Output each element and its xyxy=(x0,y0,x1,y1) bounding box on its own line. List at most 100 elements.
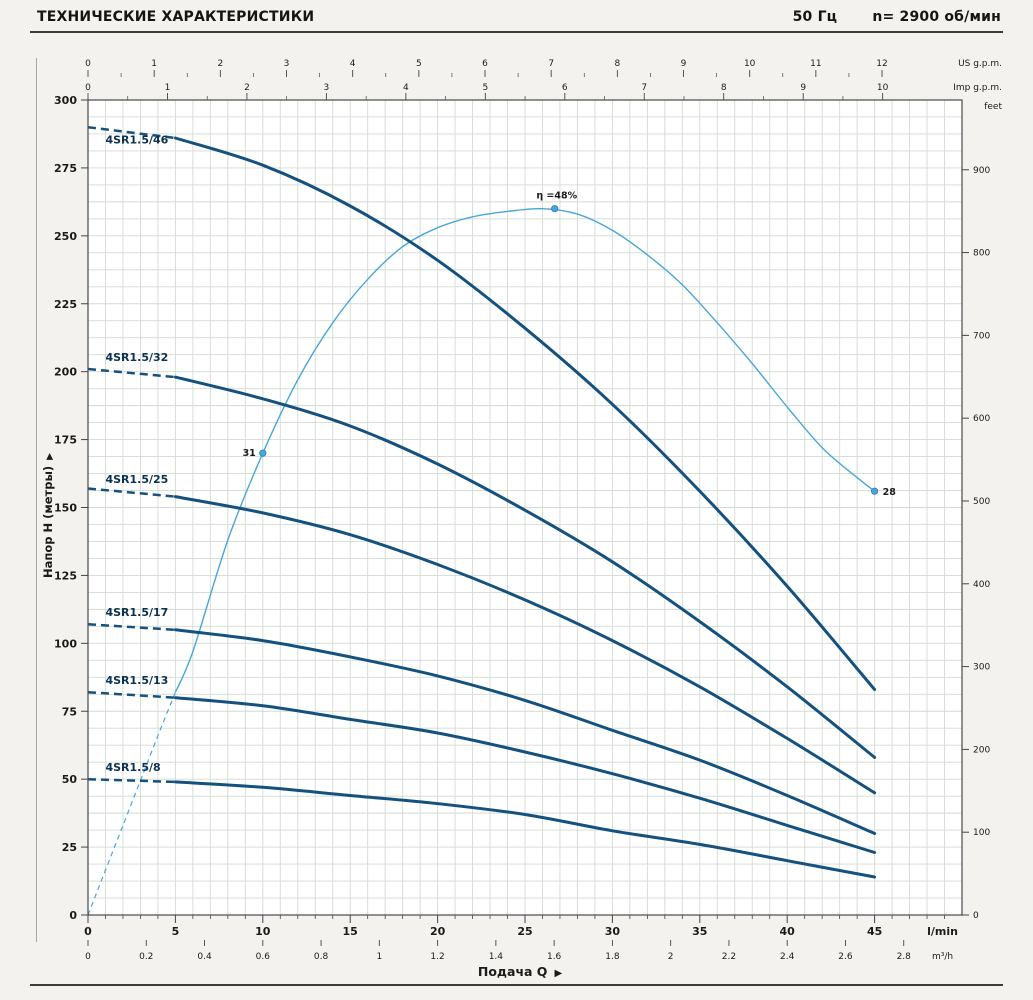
svg-text:5: 5 xyxy=(172,925,180,938)
svg-text:125: 125 xyxy=(54,569,77,582)
svg-text:1: 1 xyxy=(165,83,171,93)
svg-text:10: 10 xyxy=(744,59,756,69)
bottom-frame-line xyxy=(30,984,1003,986)
svg-text:35: 35 xyxy=(692,925,707,938)
axis-flow-m3h: 0 0.2 0.4 0.6 0.8 1 1.2 1.4 1.6 1.8 2 2.2 2.4 2.6 2.8 m… xyxy=(85,940,953,962)
svg-text:10: 10 xyxy=(255,925,271,938)
svg-text:25: 25 xyxy=(517,925,532,938)
svg-text:31: 31 xyxy=(243,448,256,459)
pump-curve-4sr1-5-32: 4SR1.5/32 xyxy=(87,351,877,759)
svg-text:5: 5 xyxy=(482,83,488,93)
grid xyxy=(88,100,962,915)
svg-text:12: 12 xyxy=(876,59,887,69)
curve-label: 4SR1.5/46 xyxy=(105,133,168,146)
svg-text:10: 10 xyxy=(877,83,889,93)
svg-text:28: 28 xyxy=(883,487,897,498)
axis-flow-lmin: 0 5 10 15 20 25 30 35 40 45 l/min xyxy=(84,915,958,938)
pump-curve-4sr1-5-13: 4SR1.5/13 xyxy=(87,674,877,854)
x-axis-title: Подача Q ▶ xyxy=(478,964,563,979)
curve-label: 4SR1.5/32 xyxy=(105,351,168,364)
svg-text:250: 250 xyxy=(54,230,77,243)
svg-text:25: 25 xyxy=(62,841,77,854)
svg-text:100: 100 xyxy=(973,828,990,838)
axis-flow-imp-gpm: 0 1 2 3 4 5 6 7 8 9 10 Imp g.p.m. xyxy=(85,83,1002,100)
svg-text:2: 2 xyxy=(668,952,674,962)
pump-curve-4sr1-5-25: 4SR1.5/25 xyxy=(87,473,877,795)
svg-text:45: 45 xyxy=(867,925,882,938)
svg-text:0: 0 xyxy=(85,83,91,93)
svg-text:150: 150 xyxy=(54,502,77,515)
svg-text:Напор H (метры)▶: Напор H (метры)▶ xyxy=(41,453,55,578)
svg-text:700: 700 xyxy=(973,331,990,341)
svg-text:0: 0 xyxy=(84,925,92,938)
svg-text:300: 300 xyxy=(973,663,990,673)
svg-text:0: 0 xyxy=(85,59,91,69)
svg-text:50: 50 xyxy=(62,773,78,786)
svg-text:7: 7 xyxy=(548,59,554,69)
svg-text:8: 8 xyxy=(721,83,727,93)
svg-text:1.8: 1.8 xyxy=(605,952,620,962)
curve-label: 4SR1.5/25 xyxy=(105,473,168,486)
svg-text:2: 2 xyxy=(217,59,223,69)
svg-text:11: 11 xyxy=(810,59,821,69)
svg-text:200: 200 xyxy=(973,745,990,755)
svg-text:7: 7 xyxy=(641,83,647,93)
svg-text:0: 0 xyxy=(69,909,77,922)
svg-text:0: 0 xyxy=(85,952,91,962)
speed-label: n= 2900 об/мин xyxy=(872,9,1001,25)
svg-text:0.6: 0.6 xyxy=(256,952,271,962)
axis-head-meters: 0 25 50 75 100 125 150 175 200 225 250 275 300 xyxy=(54,94,88,922)
curve-label: 4SR1.5/13 xyxy=(105,674,168,687)
svg-text:2.8: 2.8 xyxy=(897,952,912,962)
pump-curve-4sr1-5-46: 4SR1.5/46 xyxy=(87,125,877,691)
axis-head-feet: 0 100 200 300 400 500 600 700 800 900 feet xyxy=(962,102,1002,921)
svg-text:4: 4 xyxy=(403,83,409,93)
svg-text:feet: feet xyxy=(984,102,1002,112)
header-divider xyxy=(30,31,1003,33)
svg-text:225: 225 xyxy=(54,298,77,311)
axis-flow-us-gpm: 0 1 2 3 4 5 6 7 8 9 10 11 12 US g.p.m. xyxy=(85,59,1002,77)
svg-text:3: 3 xyxy=(324,83,330,93)
svg-text:3: 3 xyxy=(284,59,290,69)
svg-text:0.4: 0.4 xyxy=(197,952,212,962)
pump-curve-4sr1-5-17: 4SR1.5/17 xyxy=(87,606,877,835)
svg-text:6: 6 xyxy=(482,59,488,69)
left-frame-line xyxy=(36,58,37,942)
svg-text:20: 20 xyxy=(430,925,446,938)
svg-text:1: 1 xyxy=(376,952,382,962)
svg-text:275: 275 xyxy=(54,162,77,175)
svg-text:100: 100 xyxy=(54,637,77,650)
header-specs: 50 Гц n= 2900 об/мин xyxy=(793,9,1001,25)
svg-text:5: 5 xyxy=(416,59,422,69)
curve-label: 4SR1.5/8 xyxy=(105,761,160,774)
efficiency-point xyxy=(259,449,267,457)
svg-text:600: 600 xyxy=(973,414,990,424)
svg-text:200: 200 xyxy=(54,366,77,379)
svg-text:2.6: 2.6 xyxy=(838,952,853,962)
svg-text:1: 1 xyxy=(151,59,157,69)
frequency-label: 50 Гц xyxy=(792,9,838,25)
svg-text:0.2: 0.2 xyxy=(139,952,153,962)
svg-text:400: 400 xyxy=(973,580,990,590)
svg-text:1.4: 1.4 xyxy=(489,952,504,962)
svg-text:8: 8 xyxy=(614,59,620,69)
efficiency-point xyxy=(551,205,559,213)
svg-text:900: 900 xyxy=(973,166,990,176)
svg-text:2.4: 2.4 xyxy=(780,952,795,962)
svg-text:300: 300 xyxy=(54,94,77,107)
efficiency-markers: 31 η =48% 28 xyxy=(243,191,897,499)
svg-text:9: 9 xyxy=(800,83,806,93)
svg-text:η =48%: η =48% xyxy=(536,191,577,202)
svg-text:9: 9 xyxy=(681,59,687,69)
svg-text:1.6: 1.6 xyxy=(547,952,562,962)
svg-text:Imp g.p.m.: Imp g.p.m. xyxy=(953,83,1002,93)
svg-text:500: 500 xyxy=(973,497,990,507)
efficiency-point xyxy=(870,487,879,495)
svg-text:800: 800 xyxy=(973,249,990,259)
plot-border xyxy=(87,99,963,916)
svg-text:2.2: 2.2 xyxy=(722,952,736,962)
svg-text:US g.p.m.: US g.p.m. xyxy=(958,59,1002,69)
svg-text:Подача Q▶: Подача Q ▶ xyxy=(478,964,563,979)
